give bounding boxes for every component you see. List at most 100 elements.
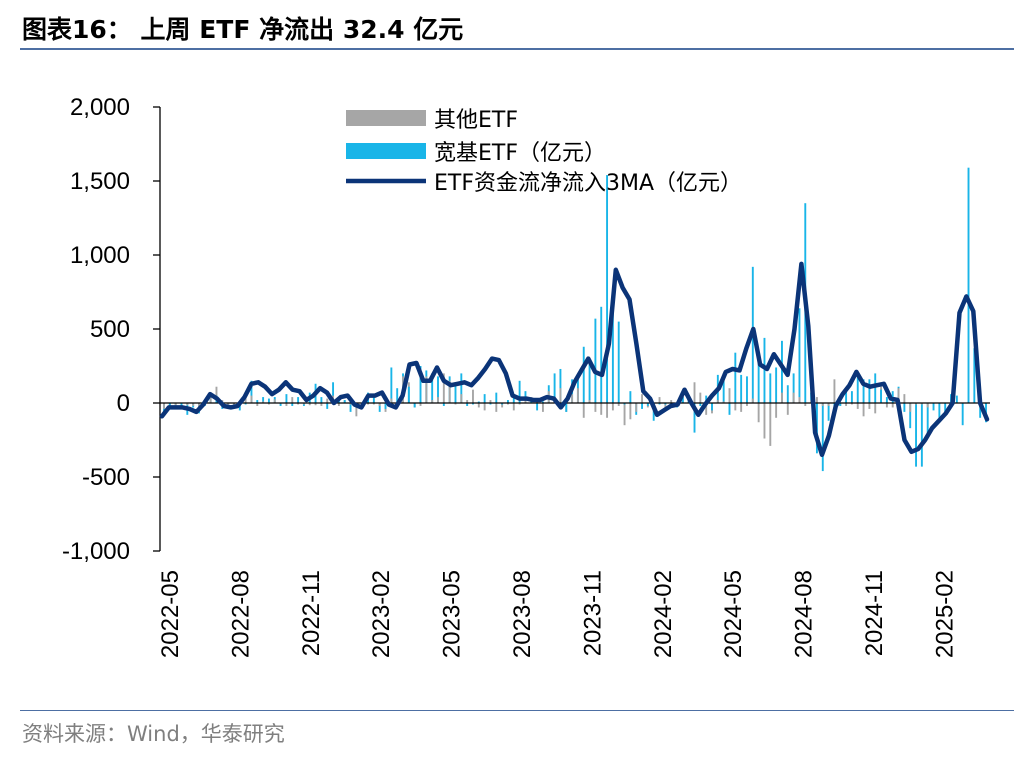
x-tick-label: 2025-02	[931, 570, 958, 658]
bar-other-etf	[920, 403, 923, 405]
bar-broad-etf	[442, 403, 445, 406]
bar-other-etf	[541, 403, 544, 412]
bar-broad-etf	[775, 367, 778, 403]
bar-broad-etf	[979, 403, 982, 418]
bar-other-etf	[308, 403, 311, 406]
bar-other-etf	[483, 403, 486, 411]
bar-broad-etf	[856, 371, 859, 403]
bar-broad-etf	[874, 373, 877, 403]
y-tick-label: 0	[117, 390, 130, 417]
bar-broad-etf	[699, 403, 702, 406]
x-tick-label: 2023-02	[368, 570, 395, 658]
bar-broad-etf	[483, 394, 486, 403]
bar-other-etf	[705, 403, 708, 415]
bar-broad-etf	[903, 403, 906, 412]
bar-broad-etf	[705, 395, 708, 403]
bar-other-etf	[495, 403, 498, 412]
bar-other-etf	[320, 403, 323, 406]
bar-other-etf	[442, 373, 445, 403]
bar-broad-etf	[821, 403, 824, 472]
bar-broad-etf	[915, 403, 917, 467]
bar-other-etf	[273, 399, 276, 403]
bar-broad-etf	[250, 380, 253, 403]
bar-broad-etf	[477, 401, 480, 403]
bar-other-etf	[763, 403, 766, 439]
y-tick-label: -500	[82, 464, 130, 491]
bar-other-etf	[267, 403, 270, 405]
bar-broad-etf	[536, 403, 539, 411]
bar-broad-etf	[349, 403, 352, 412]
bar-other-etf	[431, 400, 434, 403]
bar-broad-etf	[413, 403, 416, 408]
bar-broad-etf	[746, 376, 748, 403]
x-tick-label: 2023-08	[509, 570, 536, 658]
bar-other-etf	[623, 403, 626, 426]
bar-other-etf	[658, 397, 661, 403]
x-tick-label: 2022-08	[227, 570, 254, 658]
bar-other-etf	[740, 403, 743, 412]
bar-broad-etf	[961, 403, 964, 426]
bar-other-etf	[786, 403, 789, 415]
bar-other-etf	[611, 403, 614, 411]
legend-label-other: 其他ETF	[434, 108, 518, 133]
bar-broad-etf	[920, 403, 923, 467]
bar-broad-etf	[326, 403, 329, 409]
bar-other-etf	[874, 403, 877, 414]
x-tick-label: 2024-02	[650, 570, 677, 658]
bar-broad-etf	[507, 400, 509, 403]
bar-broad-etf	[320, 397, 323, 403]
bar-other-etf	[571, 394, 574, 403]
bar-other-etf	[512, 403, 515, 411]
bar-other-etf	[244, 398, 247, 403]
bar-broad-etf	[792, 373, 795, 403]
bar-other-etf	[845, 403, 848, 406]
x-tick-label: 2022-05	[157, 570, 184, 658]
bar-other-etf	[372, 403, 375, 405]
bar-other-etf	[285, 403, 288, 406]
bar-broad-etf	[880, 389, 883, 403]
bar-other-etf	[419, 403, 422, 406]
bar-other-etf	[192, 403, 195, 406]
y-tick-label: 1,500	[70, 168, 130, 195]
bar-broad-etf	[885, 397, 888, 403]
bar-other-etf	[489, 400, 492, 403]
bar-other-etf	[576, 388, 579, 403]
bar-broad-etf	[868, 379, 871, 403]
bar-layer	[163, 167, 987, 472]
bar-other-etf	[903, 394, 906, 403]
title-rule	[20, 48, 1014, 50]
bar-other-etf	[868, 403, 871, 409]
bar-other-etf	[594, 403, 597, 412]
bar-broad-etf	[641, 403, 643, 409]
bar-broad-etf	[437, 376, 439, 403]
bar-other-etf	[460, 394, 463, 403]
bar-broad-etf	[512, 395, 515, 403]
bar-broad-etf	[180, 403, 183, 406]
bar-other-etf	[582, 403, 585, 418]
bar-broad-etf	[489, 403, 492, 405]
bar-broad-etf	[332, 382, 335, 403]
bar-other-etf	[909, 403, 912, 412]
bar-broad-etf	[728, 403, 731, 415]
bar-other-etf	[804, 403, 807, 406]
chart-title: 图表16： 上周 ETF 净流出 32.4 亿元	[22, 15, 464, 44]
bar-broad-etf	[297, 397, 300, 403]
bar-other-etf	[367, 403, 369, 405]
bar-other-etf	[856, 403, 859, 409]
bar-broad-etf	[664, 403, 667, 405]
bar-broad-etf	[431, 373, 434, 403]
y-tick-label: -1,000	[62, 538, 130, 565]
bar-broad-etf	[588, 361, 591, 403]
bar-broad-etf	[839, 403, 842, 406]
bar-other-etf	[670, 400, 673, 403]
bar-broad-etf	[343, 400, 346, 403]
bar-broad-etf	[559, 368, 562, 403]
bar-other-etf	[390, 398, 393, 403]
y-tick-label: 1,000	[70, 242, 130, 269]
bar-broad-etf	[419, 366, 422, 403]
bar-other-etf	[477, 403, 480, 408]
bar-broad-etf	[862, 379, 865, 403]
bar-other-etf	[518, 403, 521, 405]
bar-other-etf	[472, 389, 474, 403]
bar-broad-etf	[472, 403, 474, 405]
